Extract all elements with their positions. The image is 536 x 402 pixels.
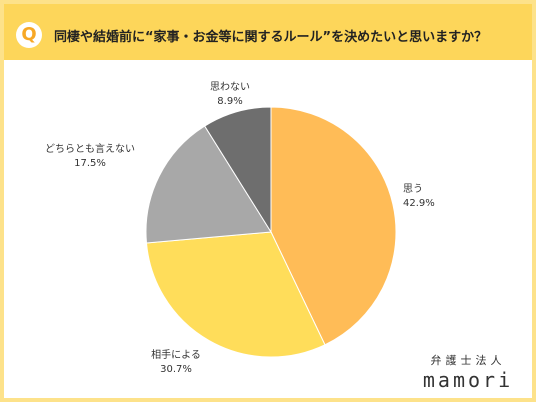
- question-text: 同棲や結婚前に“家事・お金等に関するルール”を決めたいと思いますか？: [54, 30, 488, 45]
- q-badge: Q: [16, 22, 42, 48]
- question-header: Q 同棲や結婚前に“家事・お金等に関するルール”を決めたいと思いますか？: [4, 4, 532, 60]
- pie-slice-4: [204, 106, 272, 234]
- pie-slice-2: [145, 231, 326, 358]
- slice-value-2: 30.7%: [160, 364, 192, 375]
- brand-name: mamori: [422, 368, 514, 392]
- slice-value-3: 17.5%: [74, 158, 106, 169]
- brand-org: 弁護士法人: [430, 354, 506, 367]
- slice-label-2: 相手による: [151, 348, 201, 361]
- slice-value-4: 8.9%: [217, 96, 242, 107]
- pie-slice-1: [270, 106, 397, 346]
- slice-label-3: どちらとも言えない: [45, 142, 135, 155]
- pie-slice-3: [145, 125, 272, 244]
- slice-value-1: 42.9%: [403, 198, 435, 209]
- brand-logo: 弁護士法人 mamori: [418, 352, 518, 392]
- slice-label-4: 思わない: [210, 81, 250, 93]
- slice-label-1: 思う: [403, 183, 423, 195]
